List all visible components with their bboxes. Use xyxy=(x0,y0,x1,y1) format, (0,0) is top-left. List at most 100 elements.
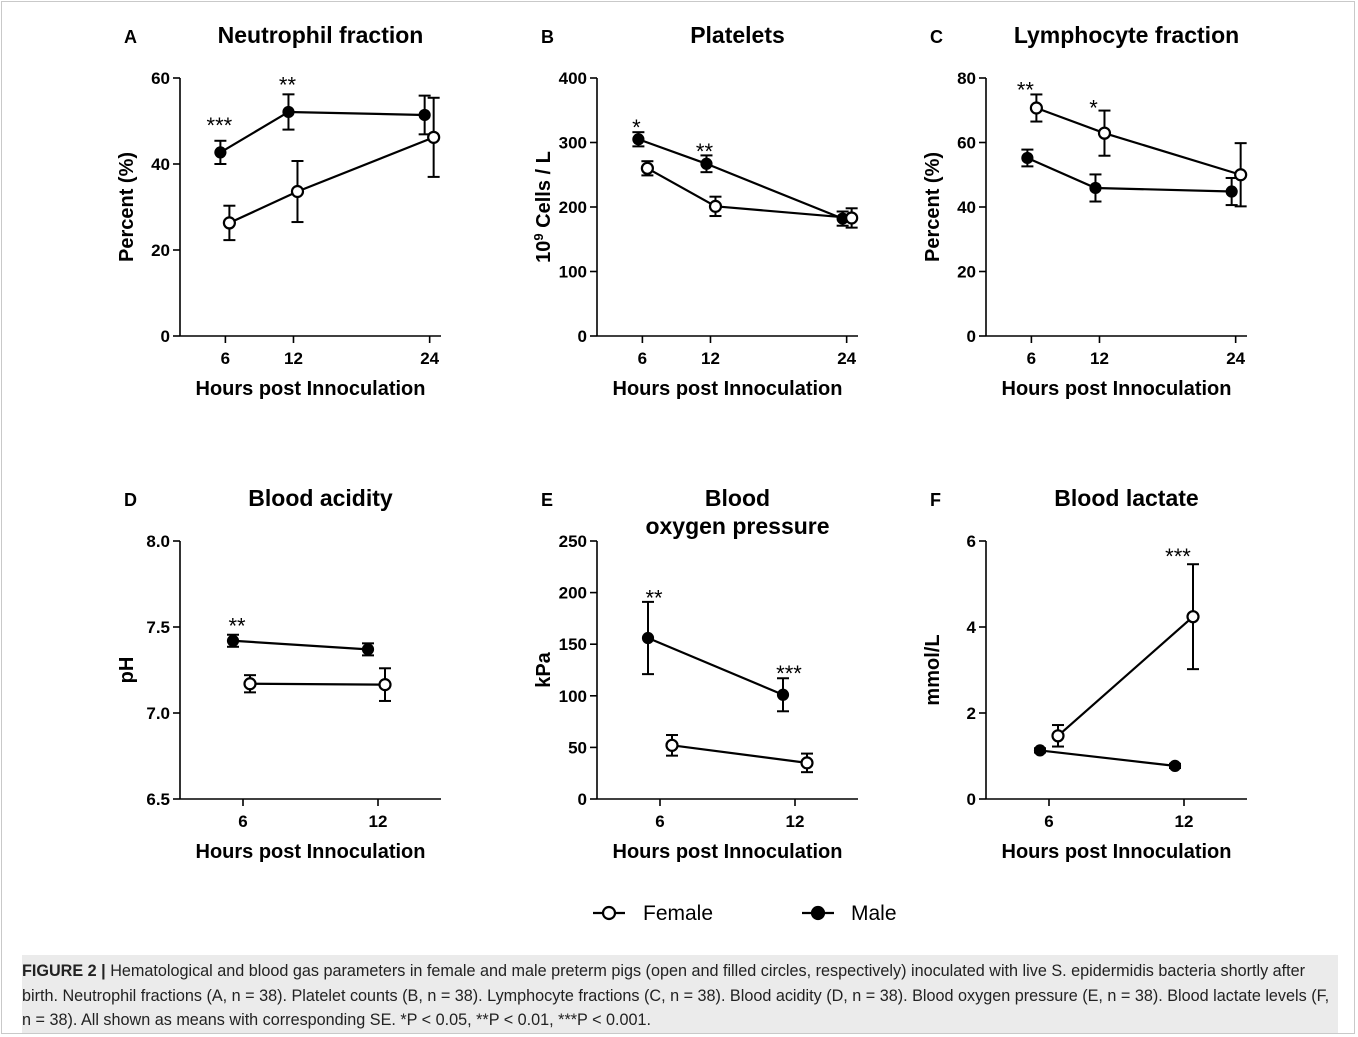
y-tick-label: 250 xyxy=(559,532,587,551)
x-axis-label: Hours post Innoculation xyxy=(613,378,843,400)
panel-c: C Lymphocyte fraction 0 20 40 60 80 6 12 24 Hours … xyxy=(922,22,1248,400)
panel-b: B Platelets 0 100 200 300 400 6 12 24 Hours post I… xyxy=(531,22,859,400)
y-tick-label: 150 xyxy=(559,635,587,654)
chart-title: oxygen pressure xyxy=(645,513,829,539)
x-axis-label: Hours post Innoculation xyxy=(196,378,426,400)
significance-marker: *** xyxy=(776,661,802,686)
y-tick-label: 6 xyxy=(967,532,976,551)
y-axis-label: kPa xyxy=(533,651,555,687)
male-series-line xyxy=(232,639,369,651)
x-tick-label: 12 xyxy=(786,812,805,831)
significance-marker: ** xyxy=(645,586,663,611)
female-point xyxy=(378,678,392,692)
y-tick-label: 7.0 xyxy=(146,704,170,723)
chart-title: Blood lactate xyxy=(1054,485,1198,511)
y-tick-label: 20 xyxy=(957,263,976,282)
male-point xyxy=(418,108,431,122)
x-tick-label: 12 xyxy=(284,349,303,368)
y-tick-label: 40 xyxy=(957,198,976,217)
panel-letter: A xyxy=(124,27,137,47)
significance-marker: ** xyxy=(1017,78,1035,103)
panel-letter: E xyxy=(541,490,553,510)
y-tick-label: 0 xyxy=(967,327,976,346)
female-point xyxy=(708,199,723,213)
chart-title: Neutrophil fraction xyxy=(218,22,424,48)
male-series-line xyxy=(219,110,425,154)
x-tick-label: 24 xyxy=(420,349,439,368)
y-tick-label: 60 xyxy=(151,69,170,88)
significance-marker: ** xyxy=(228,614,246,639)
female-point xyxy=(640,161,654,175)
y-tick-label: 2 xyxy=(967,704,976,723)
x-tick-label: 12 xyxy=(701,349,720,368)
x-tick-label: 12 xyxy=(1090,349,1109,368)
female-point xyxy=(800,756,814,770)
x-tick-label: 6 xyxy=(221,349,230,368)
male-point xyxy=(700,157,713,170)
y-tick-label: 40 xyxy=(151,155,170,174)
male-point xyxy=(226,634,240,647)
panel-f: F Blood lactate 0 2 4 6 6 12 Hours post Innocula… xyxy=(922,485,1247,863)
male-series-line xyxy=(638,138,844,220)
y-tick-label: 80 xyxy=(957,69,976,88)
male-point xyxy=(282,105,295,119)
x-tick-label: 24 xyxy=(837,349,856,368)
female-point xyxy=(222,216,236,230)
chart-title: Blood acidity xyxy=(248,485,393,511)
male-point xyxy=(214,146,227,159)
x-axis-label: Hours post Innoculation xyxy=(196,841,426,863)
y-tick-label: 4 xyxy=(967,618,977,637)
x-tick-label: 24 xyxy=(1226,349,1245,368)
y-tick-label: 50 xyxy=(568,738,587,757)
y-tick-label: 0 xyxy=(578,790,587,809)
significance-marker: *** xyxy=(207,113,233,138)
y-tick-label: 8.0 xyxy=(146,532,170,551)
male-point xyxy=(1089,181,1102,195)
female-series-line xyxy=(1057,615,1194,737)
chart-title: Lymphocyte fraction xyxy=(1014,22,1239,48)
female-point xyxy=(665,738,679,752)
panel-letter: F xyxy=(930,490,941,510)
significance-marker: * xyxy=(1089,95,1098,120)
x-tick-label: 6 xyxy=(1044,812,1053,831)
x-tick-label: 6 xyxy=(238,812,247,831)
caption-label: FIGURE 2 | xyxy=(22,962,106,980)
x-tick-label: 12 xyxy=(369,812,388,831)
legend-female-label: Female xyxy=(643,902,713,925)
legend: Female Male xyxy=(593,902,897,925)
panel-letter: D xyxy=(124,490,137,510)
y-tick-label: 200 xyxy=(559,198,587,217)
caption-text: Hematological and blood gas parameters i… xyxy=(22,962,1330,1029)
female-series-line xyxy=(228,136,435,224)
chart-title: Blood xyxy=(705,485,770,511)
y-tick-label: 20 xyxy=(151,241,170,260)
y-axis-label: 109 Cells / L xyxy=(531,151,556,263)
y-tick-label: 6.5 xyxy=(146,790,170,809)
x-tick-label: 6 xyxy=(1027,349,1036,368)
female-series-line xyxy=(249,682,386,686)
panel-a: A Neutrophil fraction 0 20 40 60 6 12 24 Hours po… xyxy=(116,22,441,400)
significance-marker: ** xyxy=(279,72,297,97)
legend-male-label: Male xyxy=(851,902,897,925)
male-point xyxy=(776,688,790,701)
y-axis-label: pH xyxy=(116,657,138,684)
panel-letter: C xyxy=(930,27,943,47)
y-tick-label: 100 xyxy=(559,263,587,282)
male-series-line xyxy=(647,636,784,696)
female-point xyxy=(1234,168,1248,182)
female-point xyxy=(427,130,441,144)
x-tick-label: 6 xyxy=(638,349,647,368)
y-tick-label: 300 xyxy=(559,134,587,153)
female-point xyxy=(845,211,859,225)
x-axis-label: Hours post Innoculation xyxy=(1002,378,1232,400)
y-tick-label: 0 xyxy=(967,790,976,809)
female-point xyxy=(1097,126,1112,140)
female-point xyxy=(243,677,257,691)
male-point xyxy=(1168,759,1182,772)
female-point xyxy=(1029,101,1043,115)
male-point xyxy=(641,631,655,645)
y-axis-label: Percent (%) xyxy=(922,152,944,262)
